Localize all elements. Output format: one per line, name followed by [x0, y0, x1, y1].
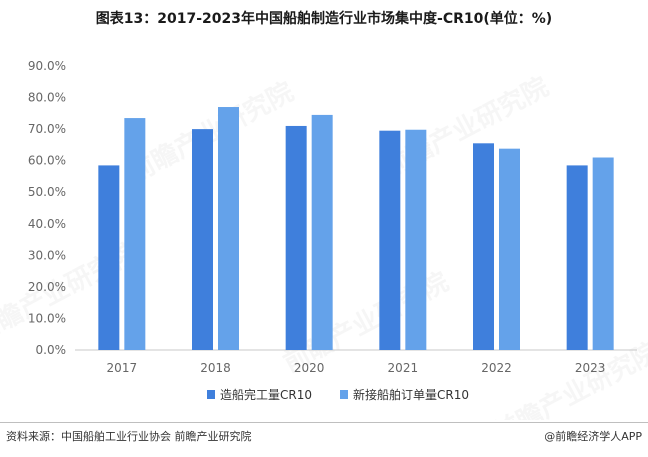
- bar-0-2023: [566, 165, 588, 350]
- chart-axes: 0.0% 10.0% 20.0% 30.0% 40.0% 50.0% 60.0% 70.0% 8…: [28, 59, 637, 375]
- legend-label: 造船完工量CR10: [220, 387, 312, 402]
- bar-1-2020: [311, 114, 333, 351]
- y-tick-label: 60.0%: [28, 154, 66, 168]
- bar-1-2022: [499, 148, 520, 350]
- y-tick-label: 30.0%: [28, 248, 66, 262]
- watermark-text: 前瞻产业研究院: [0, 236, 144, 349]
- chart-title: 图表13：2017-2023年中国船舶制造行业市场集中度-CR10(单位：%): [95, 11, 553, 27]
- chart-bars: [98, 107, 614, 351]
- bar-chart: 前瞻产业研究院前瞻产业研究院前瞻产业研究院前瞻产业研究院前瞻产业研究院 0.0%…: [0, 59, 637, 402]
- bar-0-2022: [473, 143, 494, 350]
- bar-1-2021: [405, 129, 427, 350]
- y-tick-label: 80.0%: [28, 91, 66, 105]
- x-tick-label: 2023: [575, 361, 606, 375]
- bar-0-2017: [98, 165, 120, 350]
- y-tick-label: 0.0%: [36, 343, 67, 357]
- legend-swatch: [207, 390, 215, 399]
- y-tick-label: 50.0%: [28, 185, 66, 199]
- legend-label: 新接船舶订单量CR10: [353, 387, 469, 402]
- x-tick-label: 2022: [481, 361, 512, 375]
- bar-0-2021: [379, 130, 401, 350]
- x-tick-label: 2018: [200, 361, 231, 375]
- y-tick-label: 90.0%: [28, 59, 66, 73]
- x-tick-label: 2021: [388, 361, 419, 375]
- footer-brand: @前瞻经济学人APP: [544, 430, 642, 443]
- bar-1-2018: [218, 107, 239, 351]
- y-tick-label: 10.0%: [28, 311, 66, 325]
- source-note: 资料来源：中国船舶工业行业协会 前瞻产业研究院: [6, 430, 252, 443]
- bar-0-2018: [192, 129, 213, 350]
- x-tick-label: 2017: [107, 361, 138, 375]
- x-tick-label: 2020: [294, 361, 325, 375]
- bar-1-2023: [592, 157, 614, 350]
- y-tick-label: 40.0%: [28, 217, 66, 231]
- footer-divider: [0, 422, 648, 423]
- legend-swatch: [340, 390, 348, 399]
- bar-0-2020: [285, 125, 307, 350]
- watermark-text: 前瞻产业研究院: [378, 71, 553, 184]
- chart-legend: 造船完工量CR10 新接船舶订单量CR10: [207, 387, 469, 402]
- y-tick-label: 20.0%: [28, 280, 66, 294]
- bar-1-2017: [124, 118, 146, 350]
- y-tick-label: 70.0%: [28, 122, 66, 136]
